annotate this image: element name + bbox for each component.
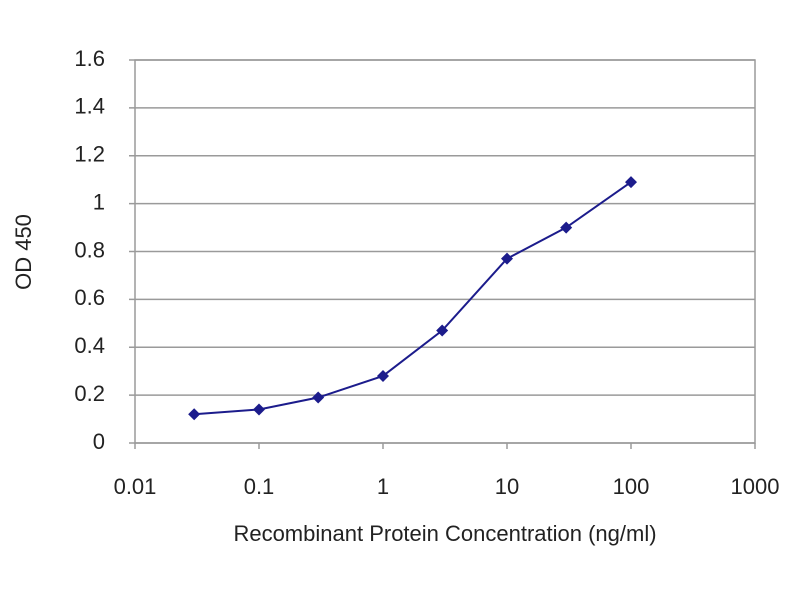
x-tick-label: 1 [377, 474, 389, 499]
x-tick-label: 10 [495, 474, 519, 499]
data-line [194, 181, 632, 416]
y-tick-label: 0.6 [74, 285, 105, 310]
data-point [560, 221, 573, 234]
x-tick-label: 0.1 [244, 474, 275, 499]
data-point [188, 408, 201, 421]
data-point [312, 391, 325, 404]
y-tick-label: 0.4 [74, 333, 105, 358]
y-tick-label: 1.4 [74, 94, 105, 119]
x-tick-label: 1000 [731, 474, 780, 499]
y-axis-title: OD 450 [11, 214, 36, 290]
y-tick-label: 1.2 [74, 142, 105, 167]
y-tick-label: 0.2 [74, 381, 105, 406]
x-tick-label: 0.01 [114, 474, 157, 499]
y-tick-label: 0 [93, 429, 105, 454]
data-point [253, 403, 265, 416]
data-point [501, 252, 513, 265]
y-tick-label: 1.6 [74, 46, 105, 71]
data-point [625, 176, 637, 189]
x-axis-title: Recombinant Protein Concentration (ng/ml… [233, 521, 656, 546]
y-tick-label: 1 [93, 189, 105, 214]
y-tick-label: 0.8 [74, 237, 105, 262]
x-tick-label: 100 [613, 474, 650, 499]
data-point [436, 324, 449, 337]
data-point [377, 369, 389, 382]
